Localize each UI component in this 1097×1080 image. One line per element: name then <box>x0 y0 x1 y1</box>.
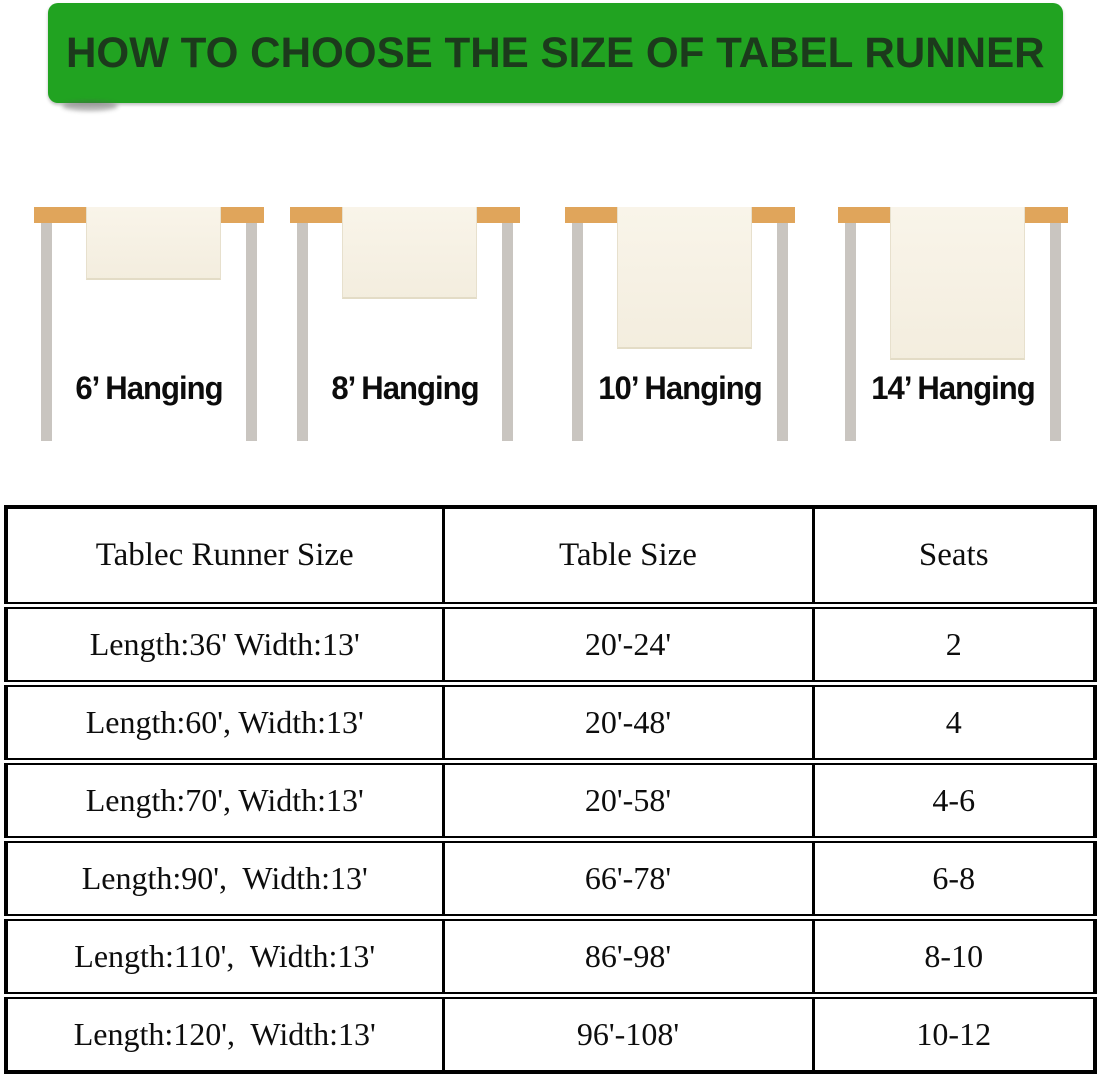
runner-size-cell: Length:90', Width:13' <box>6 836 443 918</box>
table-leg-shape <box>246 223 257 441</box>
banner-shadow-artifact <box>62 101 118 111</box>
table-size-cell: 66'-78' <box>441 836 813 918</box>
col-header-seats: Seats <box>811 507 1095 606</box>
runner-size-cell: Length:60', Width:13' <box>6 680 443 762</box>
figure-8-hanging: 8’ Hanging <box>290 207 520 447</box>
header-banner: HOW TO CHOOSE THE SIZE OF TABEL RUNNER <box>48 3 1063 103</box>
table-leg-shape <box>297 223 308 441</box>
table-row: Length:110', Width:13' 86'-98' 8-10 <box>6 914 1095 996</box>
runner-size-cell: Length:36' Width:13' <box>6 602 443 684</box>
table-size-cell: 20'-24' <box>441 602 813 684</box>
figure-10-hanging: 10’ Hanging <box>565 207 795 447</box>
figure-6-hanging: 6’ Hanging <box>34 207 264 447</box>
table-leg-shape <box>41 223 52 441</box>
seats-cell: 2 <box>811 602 1095 684</box>
figure-label: 10’ Hanging <box>598 370 763 406</box>
table-row: Length:120', Width:13' 96'-108' 10-12 <box>6 992 1095 1072</box>
seats-cell: 4 <box>811 680 1095 762</box>
runner-shape <box>617 207 752 349</box>
size-table: Tablec Runner Size Table Size Seats Leng… <box>4 505 1097 1074</box>
figure-label: 14’ Hanging <box>871 370 1036 406</box>
runner-size-cell: Length:120', Width:13' <box>6 992 443 1072</box>
table-row: Length:70', Width:13' 20'-58' 4-6 <box>6 758 1095 840</box>
col-header-runner-size: Tablec Runner Size <box>95 537 354 573</box>
table-row: Length:60', Width:13' 20'-48' 4 <box>6 680 1095 762</box>
runner-shape <box>86 207 221 280</box>
runner-shape <box>890 207 1025 360</box>
table-size-cell: 96'-108' <box>441 992 813 1072</box>
col-header-table-size: Table Size <box>441 507 813 606</box>
seats-cell: 4-6 <box>811 758 1095 840</box>
table-row: Length:36' Width:13' 20'-24' 2 <box>6 602 1095 684</box>
figure-label: 6’ Hanging <box>75 370 223 406</box>
table-size-cell: 86'-98' <box>441 914 813 996</box>
seats-cell: 8-10 <box>811 914 1095 996</box>
table-size-cell: 20'-58' <box>441 758 813 840</box>
table-header-row: Tablec Runner Size Table Size Seats <box>6 507 1095 606</box>
table-leg-shape <box>502 223 513 441</box>
page-title: HOW TO CHOOSE THE SIZE OF TABEL RUNNER <box>66 28 1045 77</box>
figure-14-hanging: 14’ Hanging <box>838 207 1068 447</box>
table-row: Length:90', Width:13' 66'-78' 6-8 <box>6 836 1095 918</box>
figure-label: 8’ Hanging <box>331 370 479 406</box>
table-size-cell: 20'-48' <box>441 680 813 762</box>
runner-shape <box>342 207 477 299</box>
table-leg-shape <box>777 223 788 441</box>
seats-cell: 6-8 <box>811 836 1095 918</box>
runner-size-cell: Length:110', Width:13' <box>6 914 443 996</box>
table-leg-shape <box>572 223 583 441</box>
seats-cell: 10-12 <box>811 992 1095 1072</box>
table-leg-shape <box>1050 223 1061 441</box>
table-leg-shape <box>845 223 856 441</box>
runner-size-cell: Length:70', Width:13' <box>6 758 443 840</box>
